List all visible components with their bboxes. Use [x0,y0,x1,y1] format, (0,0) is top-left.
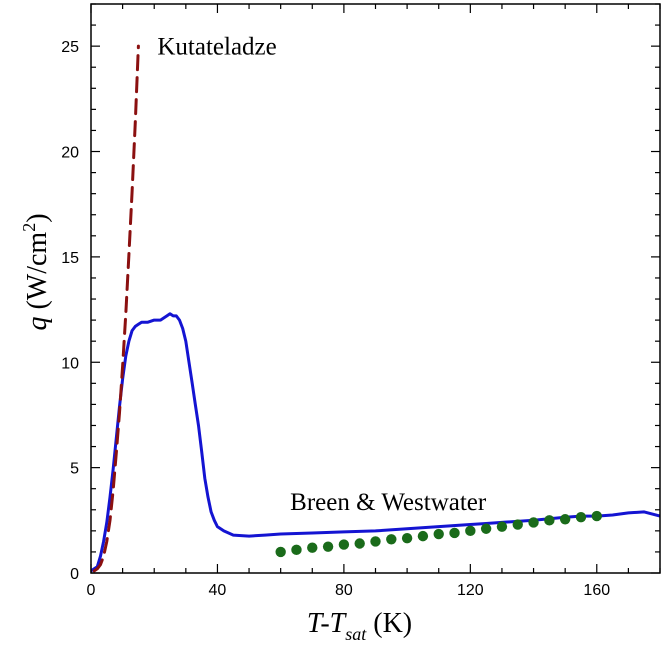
y-tick-label: 15 [61,250,79,267]
data-point [449,527,460,539]
data-point [496,521,508,532]
x-tick-label: 0 [87,582,96,599]
data-point [544,515,555,526]
y-axis-label-unit: (W/cm [22,232,53,317]
y-axis-label-close: ) [22,213,53,222]
x-axis-label: T-Tsat (K) [307,608,412,644]
y-tick-label: 0 [70,566,79,583]
data-point [480,523,492,534]
series-group [91,44,660,573]
data-point [354,538,365,549]
annotation-kutateladze: Kutateladze [157,34,276,61]
data-point [338,539,350,550]
x-tick-label: 120 [457,582,484,599]
y-tick-label: 10 [61,355,79,372]
x-axis-label-main: T-T [307,608,348,639]
data-point [386,534,397,545]
data-point [559,514,571,525]
y-axis-label: q (W/cm2) [19,213,53,330]
data-point [528,517,539,528]
data-point [307,542,318,553]
data-point [465,525,476,537]
x-axis-label-sub: sat [345,624,367,644]
y-tick-label: 20 [61,145,79,162]
data-point [433,528,444,540]
y-axis-label-sup: 2 [19,223,39,232]
data-point [275,546,286,558]
x-tick-label: 80 [335,582,353,599]
tick-layer: 0 40 80 120 160 0 5 10 15 20 25 [61,3,661,599]
data-point [417,530,429,542]
x-axis-label-unit: (K) [366,608,412,639]
data-point [512,519,523,530]
data-point [370,536,381,547]
data-point [291,544,302,556]
plot-frame [90,3,661,574]
annotation-breen-westwater: Breen & Westwater [290,489,487,516]
y-tick-label: 25 [61,39,79,56]
y-tick-label: 5 [70,461,79,478]
y-axis-label-var: q [22,317,53,331]
series-line-dashed [92,44,140,573]
x-tick-label: 40 [209,582,227,599]
plot-layer [91,44,660,573]
x-tick-label: 160 [583,582,610,599]
data-point [401,533,413,544]
series-line-solid [91,312,660,573]
data-point [575,511,587,523]
data-point [591,510,602,522]
data-point [322,541,334,552]
